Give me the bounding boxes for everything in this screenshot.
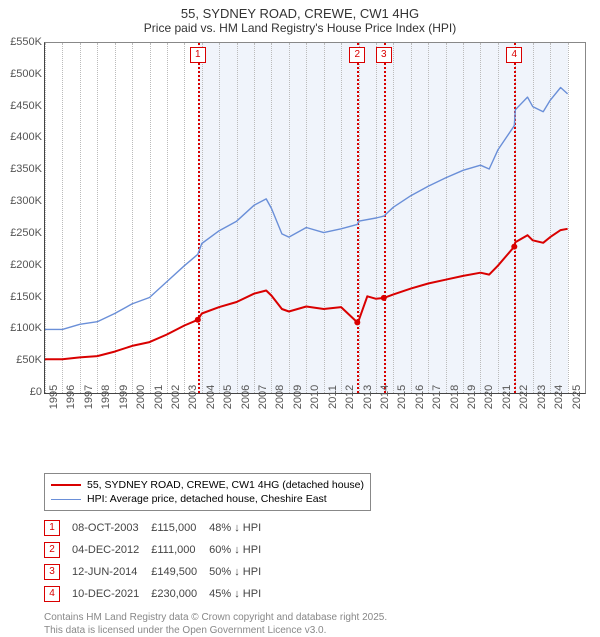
footer-line2: This data is licensed under the Open Gov… — [44, 624, 600, 637]
y-tick-label: £400K — [0, 131, 42, 143]
legend-swatch — [51, 499, 81, 500]
x-tick-label: 2023 — [536, 385, 548, 409]
legend: 55, SYDNEY ROAD, CREWE, CW1 4HG (detache… — [44, 473, 371, 511]
x-tick-label: 1998 — [100, 385, 112, 409]
x-tick-label: 2015 — [396, 385, 408, 409]
legend-item: 55, SYDNEY ROAD, CREWE, CW1 4HG (detache… — [51, 478, 364, 492]
table-row: 2 04-DEC-2012£111,00060% ↓ HPI — [44, 539, 273, 561]
series-price-dot — [195, 317, 201, 323]
x-tick-label: 2002 — [170, 385, 182, 409]
sales-table: 1 08-OCT-2003£115,00048% ↓ HPI 2 04-DEC-201… — [44, 517, 273, 605]
chart-title-block: 55, SYDNEY ROAD, CREWE, CW1 4HG Price pa… — [0, 0, 600, 35]
x-tick-label: 2018 — [449, 385, 461, 409]
x-tick-label: 2010 — [309, 385, 321, 409]
x-tick-label: 2014 — [379, 385, 391, 409]
sale-delta: 60% ↓ HPI — [209, 539, 273, 561]
sale-price: £111,000 — [151, 539, 209, 561]
x-tick-label: 2006 — [240, 385, 252, 409]
legend-swatch — [51, 484, 81, 486]
x-tick-label: 2011 — [327, 385, 339, 409]
x-tick-label: 2009 — [292, 385, 304, 409]
chart-title-line1: 55, SYDNEY ROAD, CREWE, CW1 4HG — [0, 6, 600, 21]
sale-delta: 50% ↓ HPI — [209, 561, 273, 583]
sale-price: £149,500 — [151, 561, 209, 583]
table-row: 1 08-OCT-2003£115,00048% ↓ HPI — [44, 517, 273, 539]
sale-delta: 48% ↓ HPI — [209, 517, 273, 539]
x-tick-label: 1996 — [65, 385, 77, 409]
series-price — [45, 229, 568, 359]
sale-tag-icon: 1 — [44, 520, 60, 536]
y-tick-label: £450K — [0, 100, 42, 112]
x-tick-label: 2021 — [501, 385, 513, 409]
x-tick-label: 2001 — [153, 385, 165, 409]
x-tick-label: 2007 — [257, 385, 269, 409]
footer-attribution: Contains HM Land Registry data © Crown c… — [44, 611, 600, 637]
y-tick-label: £250K — [0, 227, 42, 239]
x-tick-label: 2005 — [222, 385, 234, 409]
sale-date: 10-DEC-2021 — [72, 583, 151, 605]
x-tick-label: 2003 — [187, 385, 199, 409]
y-tick-label: £350K — [0, 163, 42, 175]
legend-item: HPI: Average price, detached house, Ches… — [51, 492, 364, 506]
x-tick-label: 2013 — [362, 385, 374, 409]
x-tick-label: 2025 — [571, 385, 583, 409]
sale-price: £115,000 — [151, 517, 209, 539]
x-tick-label: 2008 — [274, 385, 286, 409]
sale-tag-icon: 2 — [44, 542, 60, 558]
series-hpi — [45, 88, 568, 330]
plot-area: 1234 — [44, 42, 586, 394]
x-tick-label: 2016 — [414, 385, 426, 409]
sale-tag-icon: 3 — [44, 564, 60, 580]
legend-label: 55, SYDNEY ROAD, CREWE, CW1 4HG (detache… — [87, 479, 364, 491]
y-tick-label: £550K — [0, 36, 42, 48]
table-row: 4 10-DEC-2021£230,00045% ↓ HPI — [44, 583, 273, 605]
x-tick-label: 1997 — [83, 385, 95, 409]
sale-date: 08-OCT-2003 — [72, 517, 151, 539]
legend-label: HPI: Average price, detached house, Ches… — [87, 493, 327, 505]
table-row: 3 12-JUN-2014£149,50050% ↓ HPI — [44, 561, 273, 583]
y-tick-label: £500K — [0, 68, 42, 80]
sale-date: 04-DEC-2012 — [72, 539, 151, 561]
sale-date: 12-JUN-2014 — [72, 561, 151, 583]
y-tick-label: £200K — [0, 259, 42, 271]
x-tick-label: 1999 — [118, 385, 130, 409]
x-tick-label: 2004 — [205, 385, 217, 409]
x-tick-label: 1995 — [48, 385, 60, 409]
y-tick-label: £300K — [0, 195, 42, 207]
series-price-dot — [354, 319, 360, 325]
x-tick-label: 2024 — [553, 385, 565, 409]
x-tick-label: 2020 — [483, 385, 495, 409]
y-tick-label: £50K — [0, 354, 42, 366]
series-svg — [45, 43, 585, 393]
y-tick-label: £100K — [0, 322, 42, 334]
y-tick-label: £150K — [0, 291, 42, 303]
chart-title-line2: Price paid vs. HM Land Registry's House … — [0, 21, 600, 35]
x-tick-label: 2022 — [518, 385, 530, 409]
x-tick-label: 2019 — [466, 385, 478, 409]
x-tick-label: 2012 — [344, 385, 356, 409]
sale-delta: 45% ↓ HPI — [209, 583, 273, 605]
y-tick-label: £0 — [0, 386, 42, 398]
series-price-dot — [381, 295, 387, 301]
footer-line1: Contains HM Land Registry data © Crown c… — [44, 611, 600, 624]
x-tick-label: 2000 — [135, 385, 147, 409]
sale-tag-icon: 4 — [44, 586, 60, 602]
chart-container: 55, SYDNEY ROAD, CREWE, CW1 4HG Price pa… — [0, 0, 600, 637]
sale-price: £230,000 — [151, 583, 209, 605]
x-tick-label: 2017 — [431, 385, 443, 409]
series-price-dot — [511, 244, 517, 250]
